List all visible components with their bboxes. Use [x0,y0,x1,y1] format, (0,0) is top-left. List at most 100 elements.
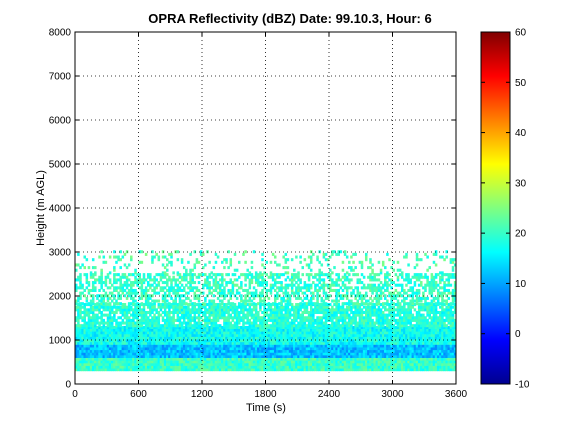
reflectivity-cell [91,344,95,348]
reflectivity-cell [136,305,139,309]
reflectivity-cell [210,336,213,340]
reflectivity-cell [193,362,197,366]
reflectivity-cell [254,347,258,351]
reflectivity-cell [155,352,158,356]
reflectivity-cell [104,321,108,325]
reflectivity-cell [392,331,396,335]
reflectivity-cell [257,360,260,364]
reflectivity-cell [305,308,309,312]
reflectivity-cell [113,302,116,306]
reflectivity-cell [87,339,91,343]
reflectivity-cell [261,349,264,353]
reflectivity-cell [339,344,343,348]
reflectivity-cell [185,349,188,353]
reflectivity-cell [189,341,192,345]
reflectivity-cell [451,349,455,353]
reflectivity-cell [312,318,315,322]
reflectivity-cell [273,365,277,369]
reflectivity-cell [434,347,438,351]
reflectivity-cell [415,360,419,364]
reflectivity-cell [331,354,334,358]
reflectivity-cell [386,362,389,366]
reflectivity-cell [407,362,410,366]
reflectivity-cell [221,344,224,348]
reflectivity-cell [233,352,237,356]
reflectivity-cell [77,368,80,372]
reflectivity-cell [257,313,260,317]
reflectivity-cell [358,354,362,358]
reflectivity-cell [123,313,127,317]
reflectivity-cell [345,291,349,295]
reflectivity-cell [329,336,332,340]
reflectivity-cell [312,360,315,364]
reflectivity-cell [115,357,118,361]
reflectivity-cell [159,333,163,337]
reflectivity-cell [98,360,101,364]
reflectivity-cell [320,341,324,345]
reflectivity-cell [400,333,404,337]
reflectivity-cell [390,344,393,348]
reflectivity-cell [227,313,230,317]
reflectivity-cell [451,316,455,320]
reflectivity-cell [210,360,213,364]
reflectivity-cell [178,325,182,329]
reflectivity-cell [373,328,376,332]
reflectivity-cell [227,341,230,345]
reflectivity-cell [75,341,78,345]
reflectivity-cell [210,305,213,309]
reflectivity-cell [335,302,338,306]
reflectivity-cell [180,308,184,312]
reflectivity-cell [229,302,233,306]
reflectivity-cell [320,303,324,307]
reflectivity-cell [174,318,177,322]
reflectivity-cell [341,308,345,312]
reflectivity-cell [265,333,269,337]
reflectivity-cell [371,357,374,361]
reflectivity-cell [195,368,199,372]
reflectivity-cell [235,316,239,320]
reflectivity-cell [403,318,406,322]
reflectivity-cell [102,305,106,309]
reflectivity-cell [341,360,345,364]
reflectivity-cell [252,354,256,358]
reflectivity-cell [439,321,442,325]
reflectivity-cell [434,324,438,328]
reflectivity-cell [248,321,252,325]
reflectivity-cell [261,339,264,343]
reflectivity-cell [337,308,340,312]
reflectivity-cell [375,336,379,340]
reflectivity-cell [436,347,440,351]
reflectivity-cell [358,360,362,364]
reflectivity-cell [420,296,423,300]
reflectivity-cell [193,339,197,343]
reflectivity-cell [417,331,421,335]
reflectivity-cell [246,308,249,312]
reflectivity-cell [244,362,247,366]
reflectivity-cell [79,294,82,298]
reflectivity-cell [320,352,324,356]
reflectivity-cell [250,325,254,329]
reflectivity-cell [284,321,288,325]
reflectivity-cell [305,341,309,345]
reflectivity-cell [286,313,290,317]
reflectivity-cell [166,325,169,329]
reflectivity-cell [316,347,319,351]
reflectivity-cell [208,316,211,320]
reflectivity-cell [106,294,110,298]
reflectivity-cell [350,325,353,329]
reflectivity-cell [367,316,370,320]
reflectivity-cell [307,344,311,348]
reflectivity-cell [108,310,112,314]
reflectivity-cell [125,339,129,343]
reflectivity-cell [144,291,148,295]
reflectivity-cell [233,313,237,317]
reflectivity-cell [267,360,271,364]
reflectivity-cell [307,310,311,314]
reflectivity-cell [415,294,419,298]
reflectivity-cell [453,325,457,329]
reflectivity-cell [388,341,391,345]
reflectivity-cell [125,310,129,314]
reflectivity-cell [138,344,142,348]
reflectivity-cell [434,318,438,322]
reflectivity-cell [341,313,345,317]
